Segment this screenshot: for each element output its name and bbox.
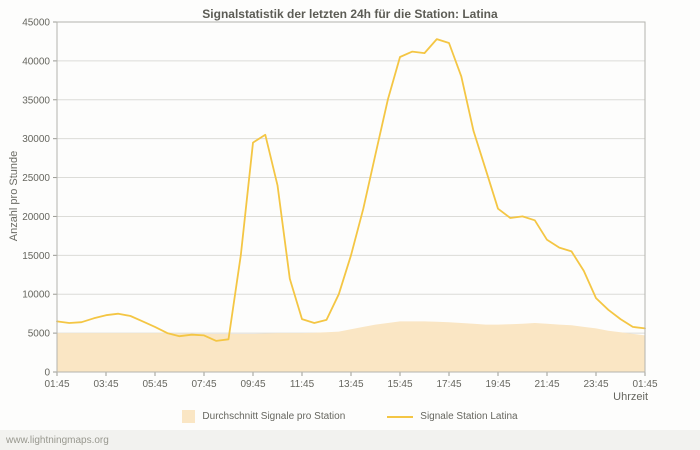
svg-text:35000: 35000 (22, 95, 50, 106)
legend-line-label: Signale Station Latina (420, 411, 518, 422)
svg-text:45000: 45000 (22, 18, 50, 29)
legend-line-swatch (387, 415, 414, 418)
svg-text:05:45: 05:45 (142, 379, 167, 390)
svg-text:10000: 10000 (22, 290, 50, 301)
watermark: www.lightningmaps.org (6, 434, 109, 446)
svg-text:21:45: 21:45 (534, 379, 559, 390)
chart-title: Signalstatistik der letzten 24h für die … (202, 7, 498, 21)
legend: Durchschnitt Signale pro Station Signale… (0, 410, 700, 423)
svg-text:09:45: 09:45 (240, 379, 265, 390)
svg-text:20000: 20000 (22, 212, 50, 223)
legend-area-swatch (182, 410, 196, 423)
svg-text:0: 0 (44, 368, 50, 379)
svg-text:19:45: 19:45 (485, 379, 510, 390)
svg-text:17:45: 17:45 (436, 379, 461, 390)
svg-text:5000: 5000 (28, 329, 51, 340)
footer-bar: www.lightningmaps.org (0, 430, 700, 450)
svg-text:15000: 15000 (22, 251, 50, 262)
svg-text:25000: 25000 (22, 173, 50, 184)
legend-item-latina: Signale Station Latina (387, 411, 518, 422)
svg-text:11:45: 11:45 (290, 379, 315, 390)
svg-text:13:45: 13:45 (338, 379, 363, 390)
svg-text:03:45: 03:45 (93, 379, 118, 390)
svg-text:07:45: 07:45 (191, 379, 216, 390)
svg-text:01:45: 01:45 (44, 379, 69, 390)
legend-item-average: Durchschnitt Signale pro Station (182, 410, 345, 423)
svg-text:23:45: 23:45 (583, 379, 608, 390)
svg-text:40000: 40000 (22, 56, 50, 67)
svg-text:15:45: 15:45 (387, 379, 412, 390)
x-axis-label: Uhrzeit (613, 391, 648, 403)
legend-area-label: Durchschnitt Signale pro Station (202, 411, 346, 422)
svg-text:01:45: 01:45 (632, 379, 657, 390)
svg-text:30000: 30000 (22, 134, 50, 145)
